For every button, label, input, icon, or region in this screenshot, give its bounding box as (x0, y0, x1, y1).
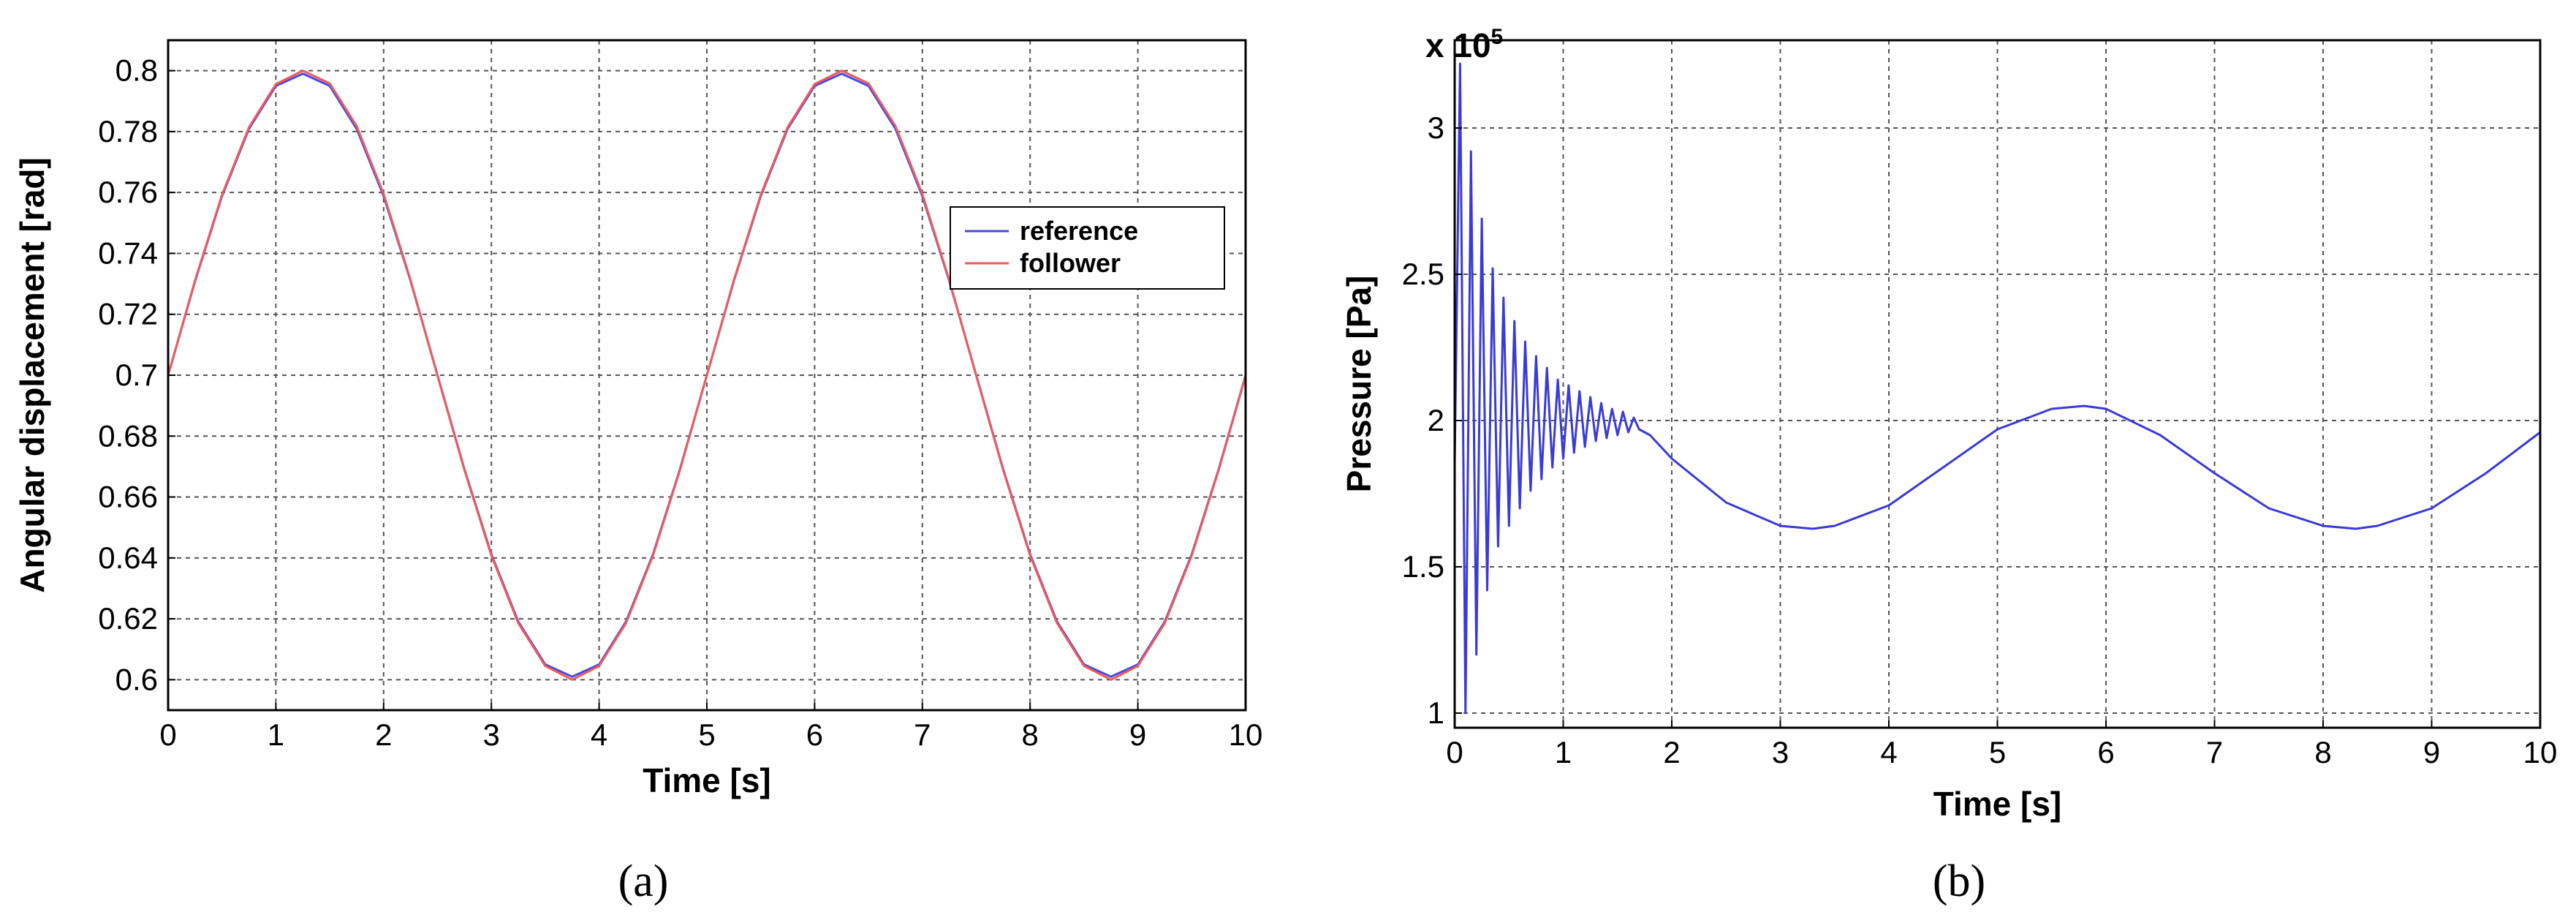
series-line-follower (167, 69, 1247, 681)
legend-box-a (950, 206, 1225, 290)
panel-label-b: (b) (1933, 856, 1985, 906)
x-tick-label: 3 (1772, 735, 1789, 769)
x-axis-label-a: Time [s] (643, 761, 771, 799)
y-tick-label: 0.8 (115, 53, 158, 88)
legend-label-follower: follower (1020, 248, 1121, 278)
y-tick-label: 0.62 (98, 601, 158, 636)
x-tick-label: 1 (1555, 735, 1572, 769)
y-ticks-a: 0.6 0.62 0.64 0.66 0.68 0.7 0.72 0.74 0.76 0.78 0.… (98, 53, 175, 696)
chart-panel-b: 0 1 2 3 4 5 6 7 8 9 10 11.522.53 Time [s] Pressure… (1340, 25, 2557, 906)
y-tick-label: 2 (1428, 403, 1444, 437)
y-tick-label: 0.7 (115, 358, 158, 392)
y-tick-label: 3 (1428, 110, 1444, 145)
y-axis-label-b: Pressure [Pa] (1340, 276, 1378, 493)
x-axis-label-b: Time [s] (1933, 785, 2062, 823)
x-ticks-b: 0 1 2 3 4 5 6 7 8 9 10 (1446, 720, 2557, 769)
x-tick-label: 3 (483, 717, 500, 752)
x-tick-label: 4 (591, 717, 607, 752)
y-multiplier-base: x 10 (1425, 26, 1491, 64)
y-tick-label: 0.64 (98, 540, 158, 575)
y-tick-label: 1 (1428, 696, 1444, 730)
x-tick-label: 7 (2206, 735, 2223, 769)
grid-b (1454, 40, 2541, 728)
x-tick-label: 1 (268, 717, 284, 752)
y-tick-label: 0.68 (98, 418, 158, 453)
y-ticks-b: 1 1.5 2 2.5 3 (1402, 110, 1462, 730)
x-tick-label: 8 (1022, 717, 1039, 752)
y-multiplier-b: x 105 (1425, 25, 1503, 64)
series-line-series-0 (1453, 62, 2541, 715)
x-tick-label: 9 (2423, 735, 2440, 769)
x-tick-label: 6 (2097, 735, 2114, 769)
x-tick-label: 9 (1129, 717, 1146, 752)
x-tick-label: 2 (375, 717, 392, 752)
series-group-b (1453, 62, 2541, 715)
panel-label-a: (a) (618, 856, 669, 906)
legend-label-reference: reference (1020, 216, 1138, 246)
x-tick-label: 5 (1989, 735, 2006, 769)
legend-a: reference follower (950, 206, 1225, 290)
x-tick-label: 10 (1229, 717, 1263, 752)
y-tick-label: 1.5 (1402, 549, 1444, 584)
y-tick-label: 0.76 (98, 175, 158, 209)
y-tick-label: 0.66 (98, 480, 158, 514)
x-tick-label: 5 (698, 717, 715, 752)
x-tick-label: 2 (1663, 735, 1680, 769)
x-ticks-a: 0 1 2 3 4 5 6 7 8 9 10 (159, 703, 1262, 752)
y-tick-label: 0.6 (115, 662, 158, 696)
x-tick-label: 0 (1446, 735, 1463, 769)
y-tick-label: 2.5 (1402, 257, 1444, 291)
y-axis-label-a: Angular displacement [rad] (13, 157, 51, 593)
series-group-a (167, 69, 1247, 681)
y-tick-label: 0.74 (98, 236, 158, 270)
x-tick-label: 6 (806, 717, 823, 752)
y-tick-label: 0.78 (98, 114, 158, 148)
chart-panel-a: 0 1 2 3 4 5 6 7 8 9 10 0.60.620.640.660.680.70.720… (13, 39, 1262, 906)
x-tick-label: 10 (2523, 735, 2558, 769)
y-tick-label: 0.72 (98, 297, 158, 331)
x-tick-label: 0 (159, 717, 176, 752)
x-tick-label: 8 (2314, 735, 2331, 769)
x-tick-label: 4 (1880, 735, 1897, 769)
x-tick-label: 7 (914, 717, 931, 752)
y-multiplier-exponent: 5 (1491, 25, 1504, 49)
grid-a (167, 40, 1246, 710)
